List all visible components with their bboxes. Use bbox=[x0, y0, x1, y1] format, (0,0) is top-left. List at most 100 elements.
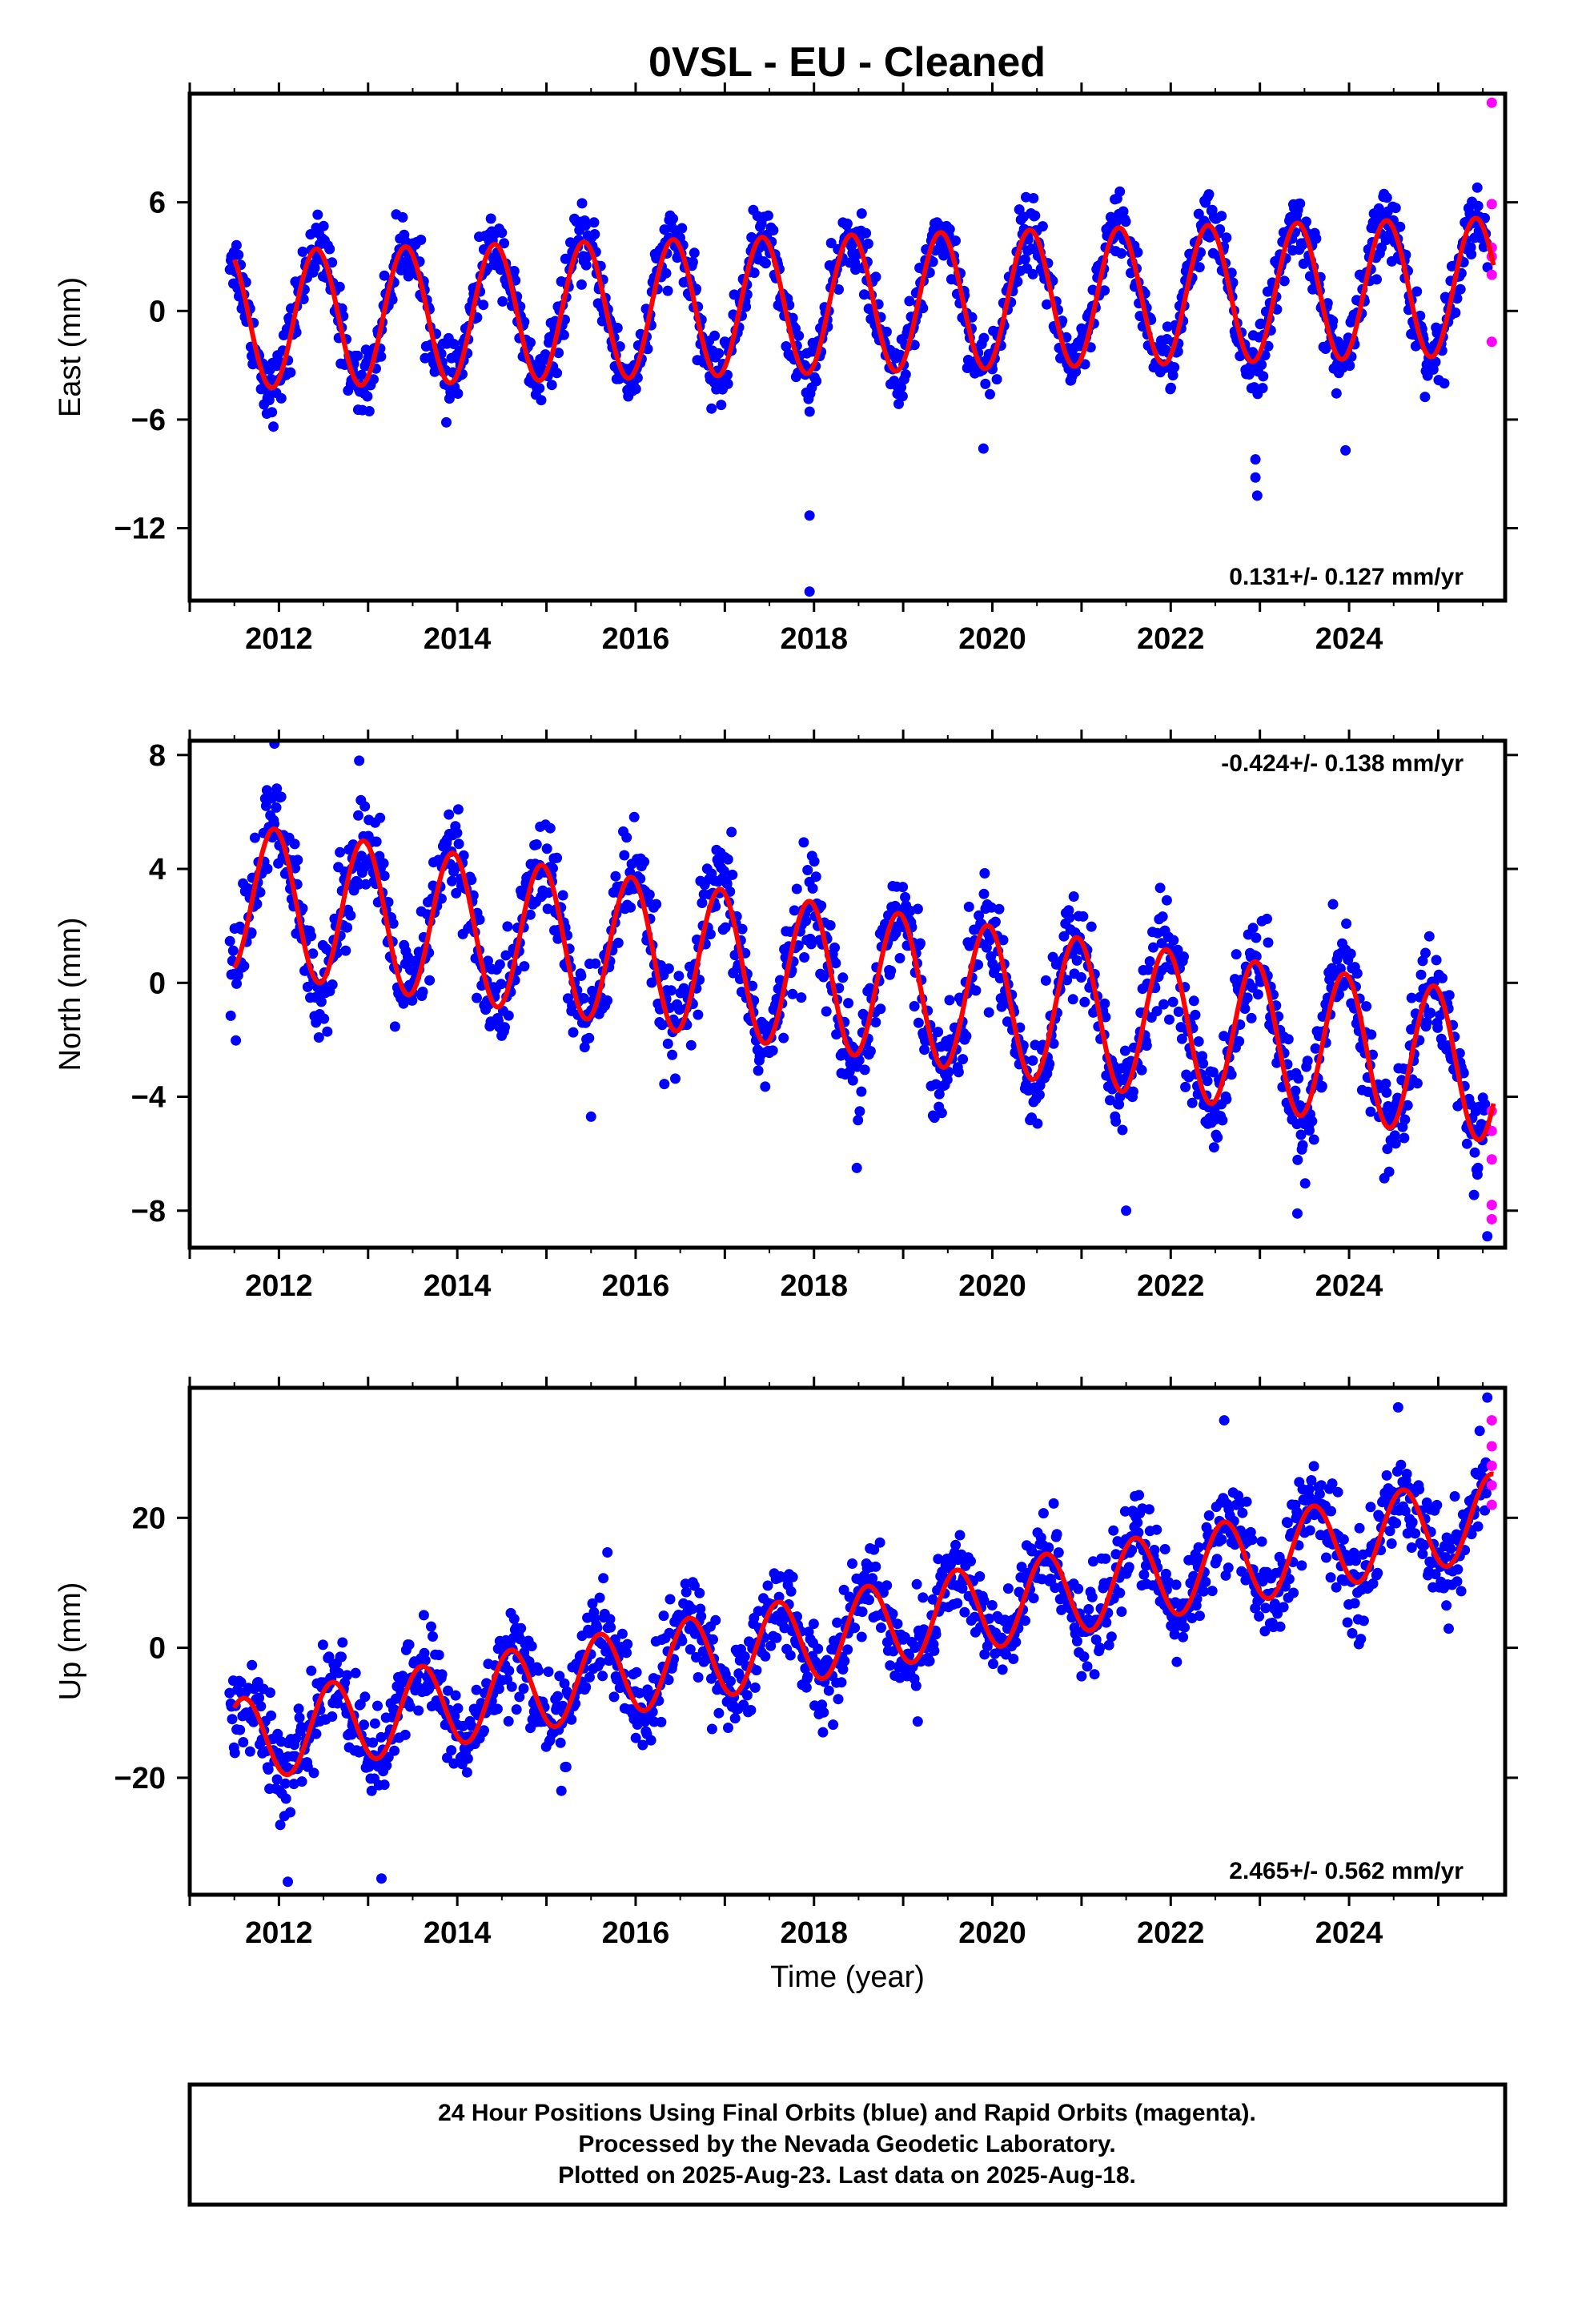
outlier-point bbox=[1482, 1392, 1493, 1403]
velocity-annotation: 0.131+/- 0.127 mm/yr bbox=[1229, 564, 1464, 590]
data-point bbox=[885, 1660, 896, 1671]
data-point bbox=[1119, 1045, 1130, 1056]
data-point bbox=[514, 1691, 525, 1703]
data-point bbox=[805, 939, 817, 950]
data-point bbox=[665, 1594, 676, 1605]
data-point bbox=[668, 213, 678, 224]
data-point bbox=[595, 1657, 606, 1668]
data-point bbox=[673, 971, 685, 982]
x-tick-label: 2022 bbox=[1137, 1269, 1205, 1303]
data-point bbox=[224, 935, 235, 947]
data-point bbox=[1167, 370, 1178, 381]
data-point bbox=[1314, 1489, 1325, 1500]
data-point bbox=[1458, 1068, 1469, 1079]
data-point bbox=[449, 1711, 460, 1722]
data-point bbox=[1198, 1058, 1209, 1069]
x-tick-label: 2016 bbox=[602, 1269, 670, 1303]
data-point bbox=[741, 301, 752, 312]
data-point bbox=[552, 368, 563, 379]
data-point bbox=[933, 1554, 944, 1565]
data-point bbox=[1252, 989, 1263, 1000]
data-point bbox=[268, 421, 279, 432]
data-point bbox=[485, 213, 496, 224]
data-point bbox=[830, 958, 841, 969]
data-point bbox=[1472, 200, 1484, 211]
data-point bbox=[1166, 382, 1176, 393]
data-point bbox=[1466, 249, 1477, 259]
x-axis: 2012 2014 2016 2018 2020 2022 2024 bbox=[188, 1377, 1484, 1950]
data-point bbox=[801, 1682, 812, 1693]
x-tick-label: 2022 bbox=[1137, 622, 1205, 656]
data-point bbox=[870, 1017, 881, 1027]
data-point bbox=[1452, 1576, 1463, 1587]
data-point bbox=[1399, 1114, 1411, 1125]
data-point bbox=[628, 811, 640, 822]
data-point bbox=[1351, 1555, 1361, 1566]
data-point bbox=[722, 854, 733, 865]
data-point bbox=[904, 296, 915, 307]
data-point bbox=[1468, 1189, 1480, 1200]
plot-frame bbox=[187, 738, 1508, 1250]
data-point bbox=[957, 1583, 968, 1594]
data-point bbox=[737, 923, 748, 935]
data-point bbox=[817, 1727, 829, 1738]
data-point bbox=[1040, 975, 1051, 986]
data-point bbox=[1367, 1578, 1379, 1589]
data-point bbox=[837, 972, 849, 983]
data-point bbox=[387, 294, 398, 305]
data-point bbox=[433, 1650, 444, 1661]
data-point bbox=[689, 1580, 700, 1591]
data-point bbox=[1411, 1078, 1423, 1089]
data-point bbox=[1423, 931, 1435, 942]
data-point bbox=[1110, 1116, 1122, 1127]
data-point bbox=[474, 914, 485, 925]
data-point bbox=[1472, 182, 1483, 193]
data-point bbox=[1347, 1628, 1358, 1638]
data-point bbox=[1158, 999, 1169, 1010]
data-point bbox=[864, 1594, 874, 1606]
data-point bbox=[404, 1639, 415, 1651]
data-point bbox=[580, 220, 591, 231]
data-point bbox=[558, 329, 569, 340]
y-tick-label: 6 bbox=[149, 187, 166, 220]
data-point bbox=[953, 1067, 964, 1078]
data-point bbox=[909, 340, 920, 351]
data-point bbox=[1126, 1545, 1138, 1555]
data-point bbox=[1169, 362, 1180, 373]
rapid-orbit-point bbox=[1486, 1154, 1497, 1165]
data-point bbox=[542, 903, 553, 915]
data-point bbox=[1221, 232, 1232, 243]
data-point bbox=[998, 935, 1009, 946]
data-point bbox=[681, 1586, 692, 1598]
data-point bbox=[739, 1651, 750, 1662]
data-point bbox=[963, 901, 974, 912]
data-point bbox=[447, 875, 457, 887]
data-point bbox=[508, 1614, 520, 1625]
data-point bbox=[356, 369, 367, 380]
data-point bbox=[896, 382, 907, 393]
data-point bbox=[340, 945, 351, 956]
x-tick-label: 2024 bbox=[1315, 1269, 1383, 1303]
data-point bbox=[1461, 1138, 1472, 1149]
data-point bbox=[747, 980, 758, 991]
data-point bbox=[1161, 895, 1172, 906]
data-point bbox=[870, 1561, 881, 1572]
data-point bbox=[1472, 1521, 1484, 1532]
data-point bbox=[1402, 1100, 1413, 1111]
data-point bbox=[1327, 899, 1339, 910]
data-point bbox=[294, 1712, 305, 1723]
data-point bbox=[950, 1539, 962, 1550]
data-point bbox=[1134, 1490, 1145, 1501]
data-point bbox=[306, 931, 317, 942]
data-point bbox=[1310, 1043, 1321, 1054]
data-point bbox=[765, 1640, 777, 1651]
data-point bbox=[1390, 1138, 1401, 1149]
data-point bbox=[1401, 1469, 1412, 1479]
data-point bbox=[254, 1692, 265, 1703]
outlier-point bbox=[1121, 1205, 1132, 1216]
data-point bbox=[231, 239, 242, 251]
data-point bbox=[656, 1716, 667, 1727]
data-point bbox=[1349, 1598, 1360, 1609]
data-point bbox=[725, 1675, 736, 1687]
data-point bbox=[1028, 193, 1039, 203]
